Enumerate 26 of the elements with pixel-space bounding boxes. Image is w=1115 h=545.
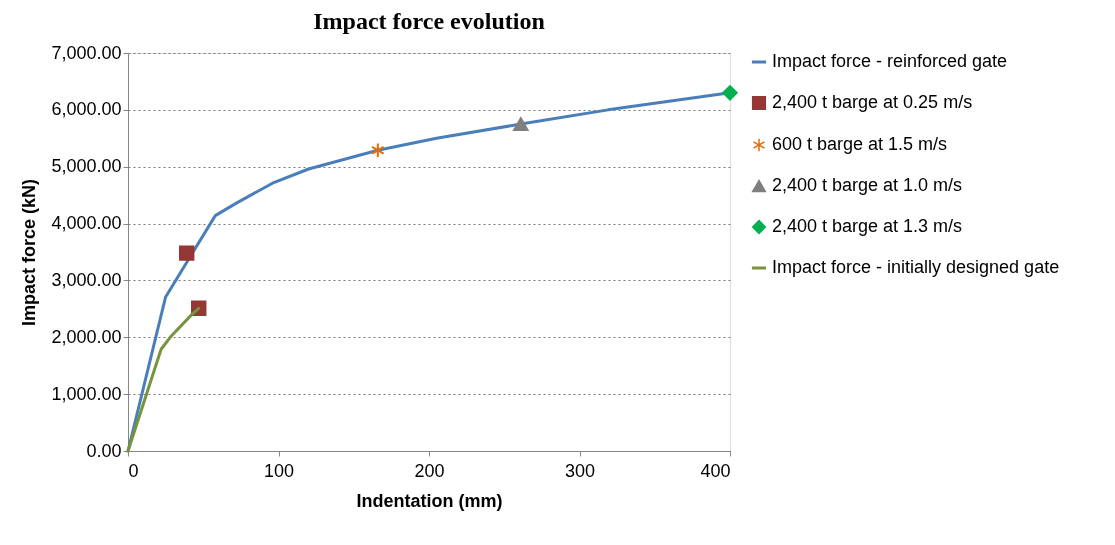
x-tick-label: 0 <box>128 460 139 481</box>
legend-label: 2,400 t barge at 0.25 m/s <box>772 92 973 112</box>
y-tick-label: 0.00 <box>86 440 122 461</box>
legend-label: 2,400 t barge at 1.3 m/s <box>772 216 963 236</box>
y-tick-label: 1,000.00 <box>51 383 122 404</box>
y-tick-label: 2,000.00 <box>51 326 122 347</box>
point <box>370 142 385 158</box>
x-tick-label: 300 <box>564 460 596 481</box>
y-tick-label: 5,000.00 <box>51 156 122 177</box>
legend-label: 600 t barge at 1.5 m/s <box>772 134 948 154</box>
y-tick-label: 6,000.00 <box>51 99 122 120</box>
x-tick-label: 400 <box>700 460 731 481</box>
y-tick-label: 7,000.00 <box>51 42 122 63</box>
y-axis-title: Impact force (kN) <box>19 178 40 327</box>
legend-label: Impact force - reinforced gate <box>772 51 1008 71</box>
x-axis-title: Indentation (mm) <box>356 490 503 511</box>
x-tick-label: 200 <box>414 460 445 481</box>
point <box>722 85 738 101</box>
y-tick-label: 3,000.00 <box>51 269 122 290</box>
point <box>178 245 195 261</box>
point <box>513 117 529 131</box>
legend-label: Impact force - initially designed gate <box>772 257 1060 277</box>
y-tick-label: 4,000.00 <box>51 213 122 234</box>
x-tick-label: 100 <box>263 460 295 481</box>
chart-title: Impact force evolution <box>313 8 545 34</box>
legend-label: 2,400 t barge at 1.0 m/s <box>772 175 963 195</box>
